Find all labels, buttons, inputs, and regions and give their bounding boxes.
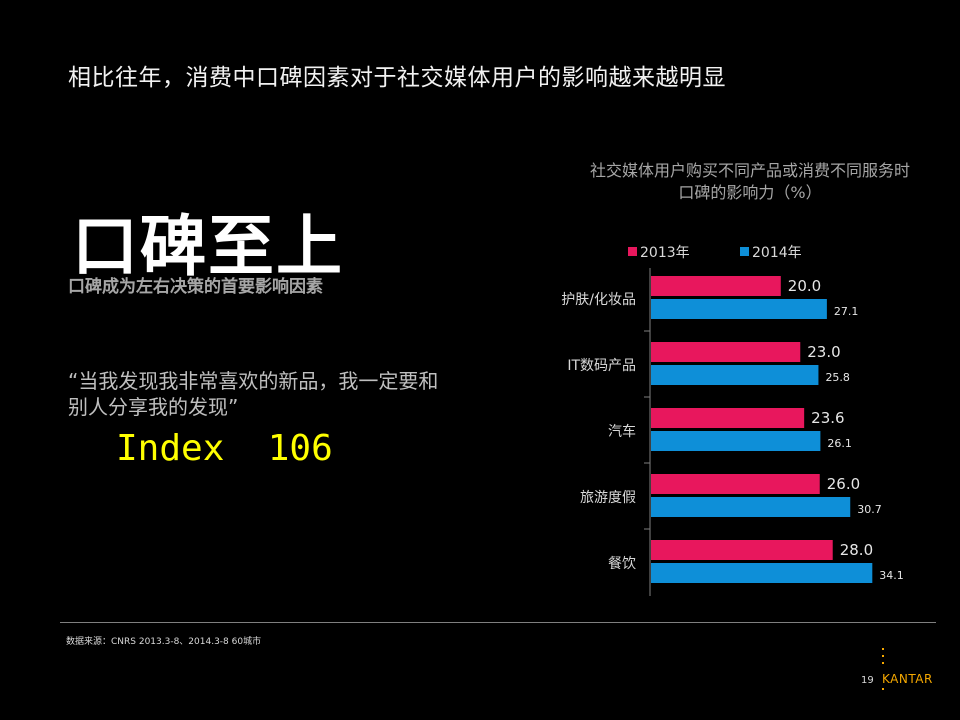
- source-note: 数据来源：CNRS 2013.3-8、2014.3-8 60城市: [66, 637, 262, 647]
- legend-label-1: 2014年: [752, 245, 802, 261]
- chart-title: 社交媒体用户购买不同产品或消费不同服务时口碑的影响力（%）: [589, 161, 910, 202]
- logo-text: KANTAR: [882, 672, 933, 686]
- source-divider: [60, 622, 936, 623]
- bar-2014: [651, 497, 851, 517]
- index-label: Index: [116, 428, 225, 469]
- bar-2013: [651, 408, 805, 428]
- data-label: 27.1: [834, 305, 859, 318]
- category-label: 护肤/化妆品: [561, 292, 636, 308]
- data-label: 25.8: [825, 371, 850, 384]
- data-label: 30.7: [857, 503, 882, 516]
- kantar-logo: KANTAR: [876, 646, 946, 690]
- data-label: 23.0: [807, 343, 840, 361]
- slide-title: 相比往年，消费中口碑因素对于社交媒体用户的影响越来越明显: [68, 65, 726, 91]
- data-label: 34.1: [879, 569, 904, 582]
- bar-2013: [651, 276, 781, 296]
- data-label: 28.0: [840, 541, 873, 559]
- bar-2014: [651, 299, 827, 319]
- bar-2014: [651, 563, 873, 583]
- page-number: 19: [861, 675, 874, 686]
- legend-label-0: 2013年: [640, 245, 690, 261]
- consumer-quote: “当我发现我非常喜欢的新品，我一定要和别人分享我的发现”: [68, 369, 439, 419]
- legend-swatch-1: [740, 247, 749, 256]
- category-label: 餐饮: [608, 556, 636, 572]
- data-label: 23.6: [811, 409, 844, 427]
- category-label: IT数码产品: [567, 358, 636, 374]
- index-line: Index 106: [116, 428, 333, 469]
- category-label: 汽车: [608, 423, 636, 440]
- big-heading: 口碑至上: [72, 208, 344, 285]
- subheading: 口碑成为左右决策的首要影响因素: [68, 277, 323, 297]
- category-label: 旅游度假: [580, 490, 636, 506]
- bar-2014: [651, 431, 821, 451]
- bar-2013: [651, 540, 833, 560]
- index-value: 106: [267, 428, 333, 469]
- data-label: 20.0: [788, 277, 821, 295]
- bar-2013: [651, 474, 820, 494]
- bar-2014: [651, 365, 819, 385]
- bar-2013: [651, 342, 801, 362]
- legend-swatch-0: [628, 247, 637, 256]
- data-label: 26.0: [827, 475, 860, 493]
- data-label: 26.1: [827, 437, 852, 450]
